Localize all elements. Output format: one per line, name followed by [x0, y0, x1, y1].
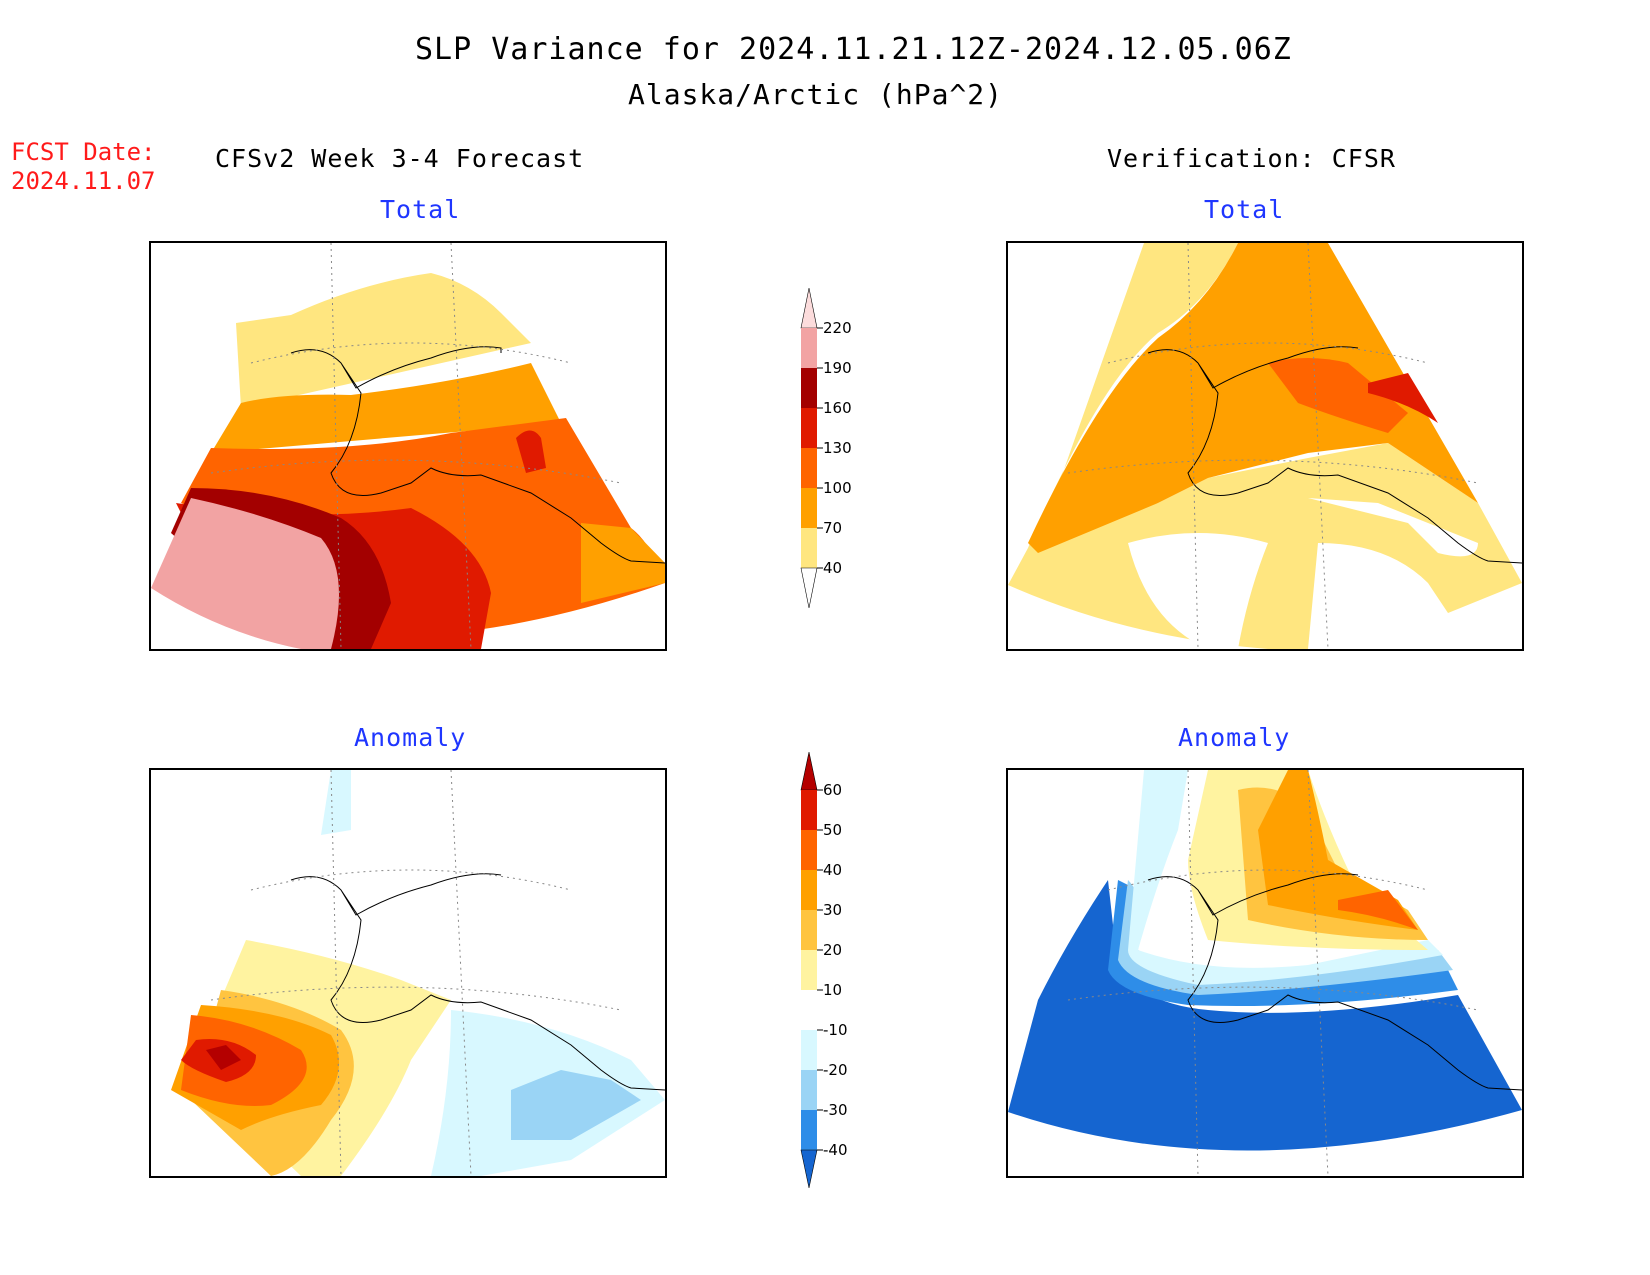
colorbar-tick-label: 10	[823, 981, 842, 999]
colorbar-top-arrow	[800, 287, 818, 329]
chart-title: SLP Variance for 2024.11.21.12Z-2024.12.…	[415, 32, 1292, 67]
verification-anomaly-label: Anomaly	[1178, 723, 1291, 752]
colorbar-tick-label: 160	[823, 399, 852, 417]
contour-neg10-neg20	[1128, 770, 1443, 985]
colorbar-tick-label: 130	[823, 439, 852, 457]
forecast-total-label: Total	[380, 195, 461, 224]
alaska-coastline	[290, 346, 665, 564]
contour-neg30-neg40	[1108, 880, 1458, 1006]
contour-30-40	[1258, 770, 1418, 930]
contour-neg20-neg30	[511, 1070, 641, 1140]
colorbar-tick-label: -30	[823, 1101, 848, 1119]
colorbar-segment	[801, 1070, 817, 1110]
colorbar-segment	[801, 950, 817, 990]
colorbar-segment	[801, 488, 817, 528]
colorbar-bottom-arrow	[800, 567, 818, 609]
total-colorbar: 220 190 160 130 100 70 40	[800, 287, 852, 609]
colorbar-tick-label: -10	[823, 1021, 848, 1039]
verification-total-map	[1006, 241, 1524, 651]
verification-column-heading: Verification: CFSR	[1107, 144, 1396, 173]
contour-40-50	[1338, 890, 1418, 930]
alaska-coastline	[290, 873, 665, 1091]
colorbar-segment	[801, 1110, 817, 1150]
colorbar-segment	[801, 328, 817, 368]
colorbar-tick-label: 100	[823, 479, 852, 497]
anomaly-colorbar: 60 50 40 30 20 10 -10 -20 -30 -40	[800, 751, 848, 1189]
contour-south-low	[1128, 533, 1268, 649]
colorbar-tick-label: 50	[823, 821, 842, 839]
fcst-date-label: FCST Date:	[11, 138, 156, 166]
contour-neg-strong	[1008, 880, 1522, 1151]
colorbar-tick-label: 40	[823, 559, 842, 577]
verification-total-label: Total	[1204, 195, 1285, 224]
contour-east-low	[1308, 498, 1478, 557]
colorbar-tick-label: 190	[823, 359, 852, 377]
forecast-column-heading: CFSv2 Week 3-4 Forecast	[215, 144, 585, 173]
colorbar-segment	[801, 1030, 817, 1070]
colorbar-segment	[801, 448, 817, 488]
colorbar-tick-label: 60	[823, 781, 842, 799]
forecast-anomaly-map	[149, 768, 667, 1178]
alaska-coastline	[1147, 873, 1522, 1091]
forecast-total-map	[149, 241, 667, 651]
forecast-anomaly-label: Anomaly	[354, 723, 467, 752]
contour-100-130	[1268, 358, 1408, 433]
contour-70-100	[1028, 243, 1478, 553]
alaska-coastline	[1147, 346, 1522, 564]
colorbar-tick-label: -40	[823, 1141, 848, 1159]
colorbar-tick-label: 220	[823, 319, 852, 337]
colorbar-top-arrow	[800, 751, 818, 791]
colorbar-segment	[801, 870, 817, 910]
contour-60-max	[206, 1045, 241, 1070]
colorbar-tick-label: -20	[823, 1061, 848, 1079]
colorbar-segment	[801, 368, 817, 408]
contour-40-70	[236, 273, 531, 408]
colorbar-bottom-arrow	[800, 1149, 818, 1189]
colorbar-segment	[801, 830, 817, 870]
colorbar-segment	[801, 910, 817, 950]
colorbar-tick-label: 30	[823, 901, 842, 919]
colorbar-tick-label: 20	[823, 941, 842, 959]
colorbar-tick-label: 40	[823, 861, 842, 879]
contour-max-east	[516, 430, 546, 473]
contour-190-220	[151, 498, 339, 649]
contour-east-edge	[581, 523, 665, 603]
chart-subtitle: Alaska/Arctic (hPa^2)	[628, 78, 1004, 111]
fcst-date-value: 2024.11.07	[11, 167, 156, 195]
contour-130-160	[1368, 373, 1438, 423]
verification-anomaly-map	[1006, 768, 1524, 1178]
colorbar-segment	[801, 408, 817, 448]
colorbar-tick-label: 70	[823, 519, 842, 537]
colorbar-segment	[801, 528, 817, 568]
colorbar-segment	[801, 990, 817, 1030]
colorbar-segment	[801, 790, 817, 830]
